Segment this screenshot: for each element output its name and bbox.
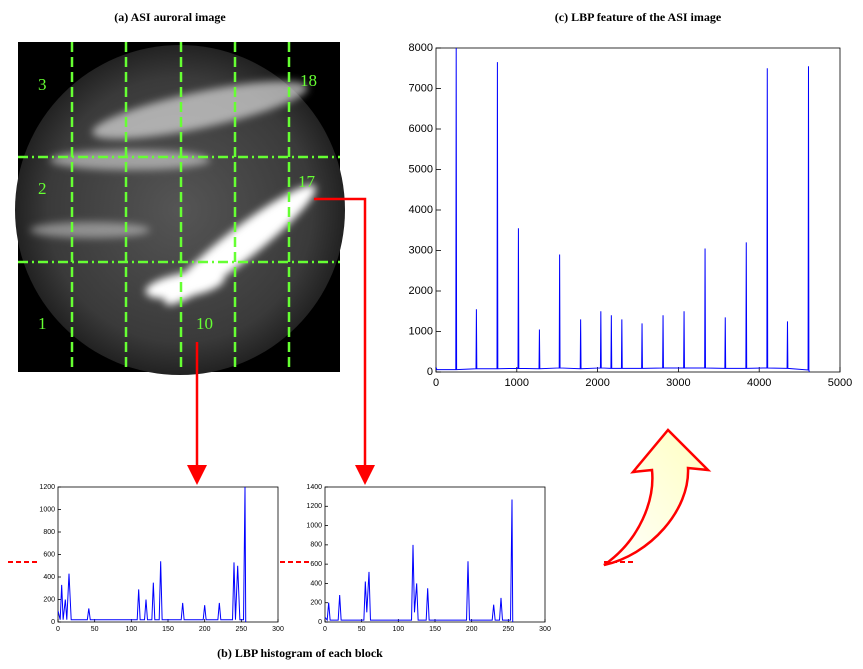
plot-frame [57,486,279,623]
block-label: 3 [38,75,47,94]
x-tick-label: 50 [91,626,99,633]
data-line [58,486,247,622]
x-tick-label: 0 [323,626,327,633]
x-tick-label: 100 [125,626,137,633]
x-tick-label: 150 [162,626,174,633]
y-tick-label: 600 [43,551,55,558]
y-tick-label: 1000 [409,325,433,337]
flow-arrow [603,428,712,567]
y-tick-label: 800 [43,529,55,536]
chart-title: (c) LBP feature of the ASI image [555,10,722,24]
y-tick-label: 1400 [306,484,322,491]
block-label: 1 [38,314,47,333]
block-label: 2 [38,179,47,198]
y-tick-label: 600 [310,561,322,568]
y-tick-label: 1000 [39,506,55,513]
x-tick-label: 250 [502,626,514,633]
x-tick-label: 3000 [666,377,690,389]
data-line [436,47,810,372]
y-tick-label: 1000 [306,522,322,529]
x-tick-label: 50 [358,626,366,633]
x-tick-label: 200 [466,626,478,633]
y-tick-label: 0 [318,619,322,626]
auroral-image: 3 18 2 17 1 10 [15,42,345,375]
y-tick-label: 7000 [409,82,433,94]
data-line [325,499,514,622]
y-tick-label: 2000 [409,285,433,297]
x-tick-label: 2000 [585,377,609,389]
y-tick-label: 0 [51,619,55,626]
x-tick-label: 0 [433,377,439,389]
x-tick-label: 300 [539,626,551,633]
x-tick-label: 150 [429,626,441,633]
block-label: 18 [300,71,317,90]
y-tick-label: 200 [310,600,322,607]
x-tick-label: 1000 [505,377,529,389]
y-tick-label: 8000 [409,42,433,54]
y-tick-label: 1200 [306,503,322,510]
plot-frame [435,47,841,373]
x-tick-label: 5000 [828,377,852,389]
x-tick-label: 300 [272,626,284,633]
y-tick-label: 3000 [409,244,433,256]
y-tick-label: 6000 [409,123,433,135]
y-tick-label: 0 [427,366,433,378]
x-tick-label: 0 [56,626,60,633]
y-tick-label: 5000 [409,163,433,175]
x-tick-label: 4000 [747,377,771,389]
y-tick-label: 400 [43,574,55,581]
block-label: 17 [298,172,316,191]
caption: (b) LBP histogram of each block [217,646,383,660]
image-title: (a) ASI auroral image [114,10,226,24]
y-tick-label: 200 [43,596,55,603]
plot-frame [324,486,546,623]
block-label: 10 [196,314,213,333]
x-tick-label: 100 [392,626,404,633]
y-tick-label: 400 [310,580,322,587]
x-tick-label: 200 [199,626,211,633]
y-tick-label: 800 [310,542,322,549]
y-tick-label: 1200 [39,484,55,491]
x-tick-label: 250 [235,626,247,633]
y-tick-label: 4000 [409,204,433,216]
